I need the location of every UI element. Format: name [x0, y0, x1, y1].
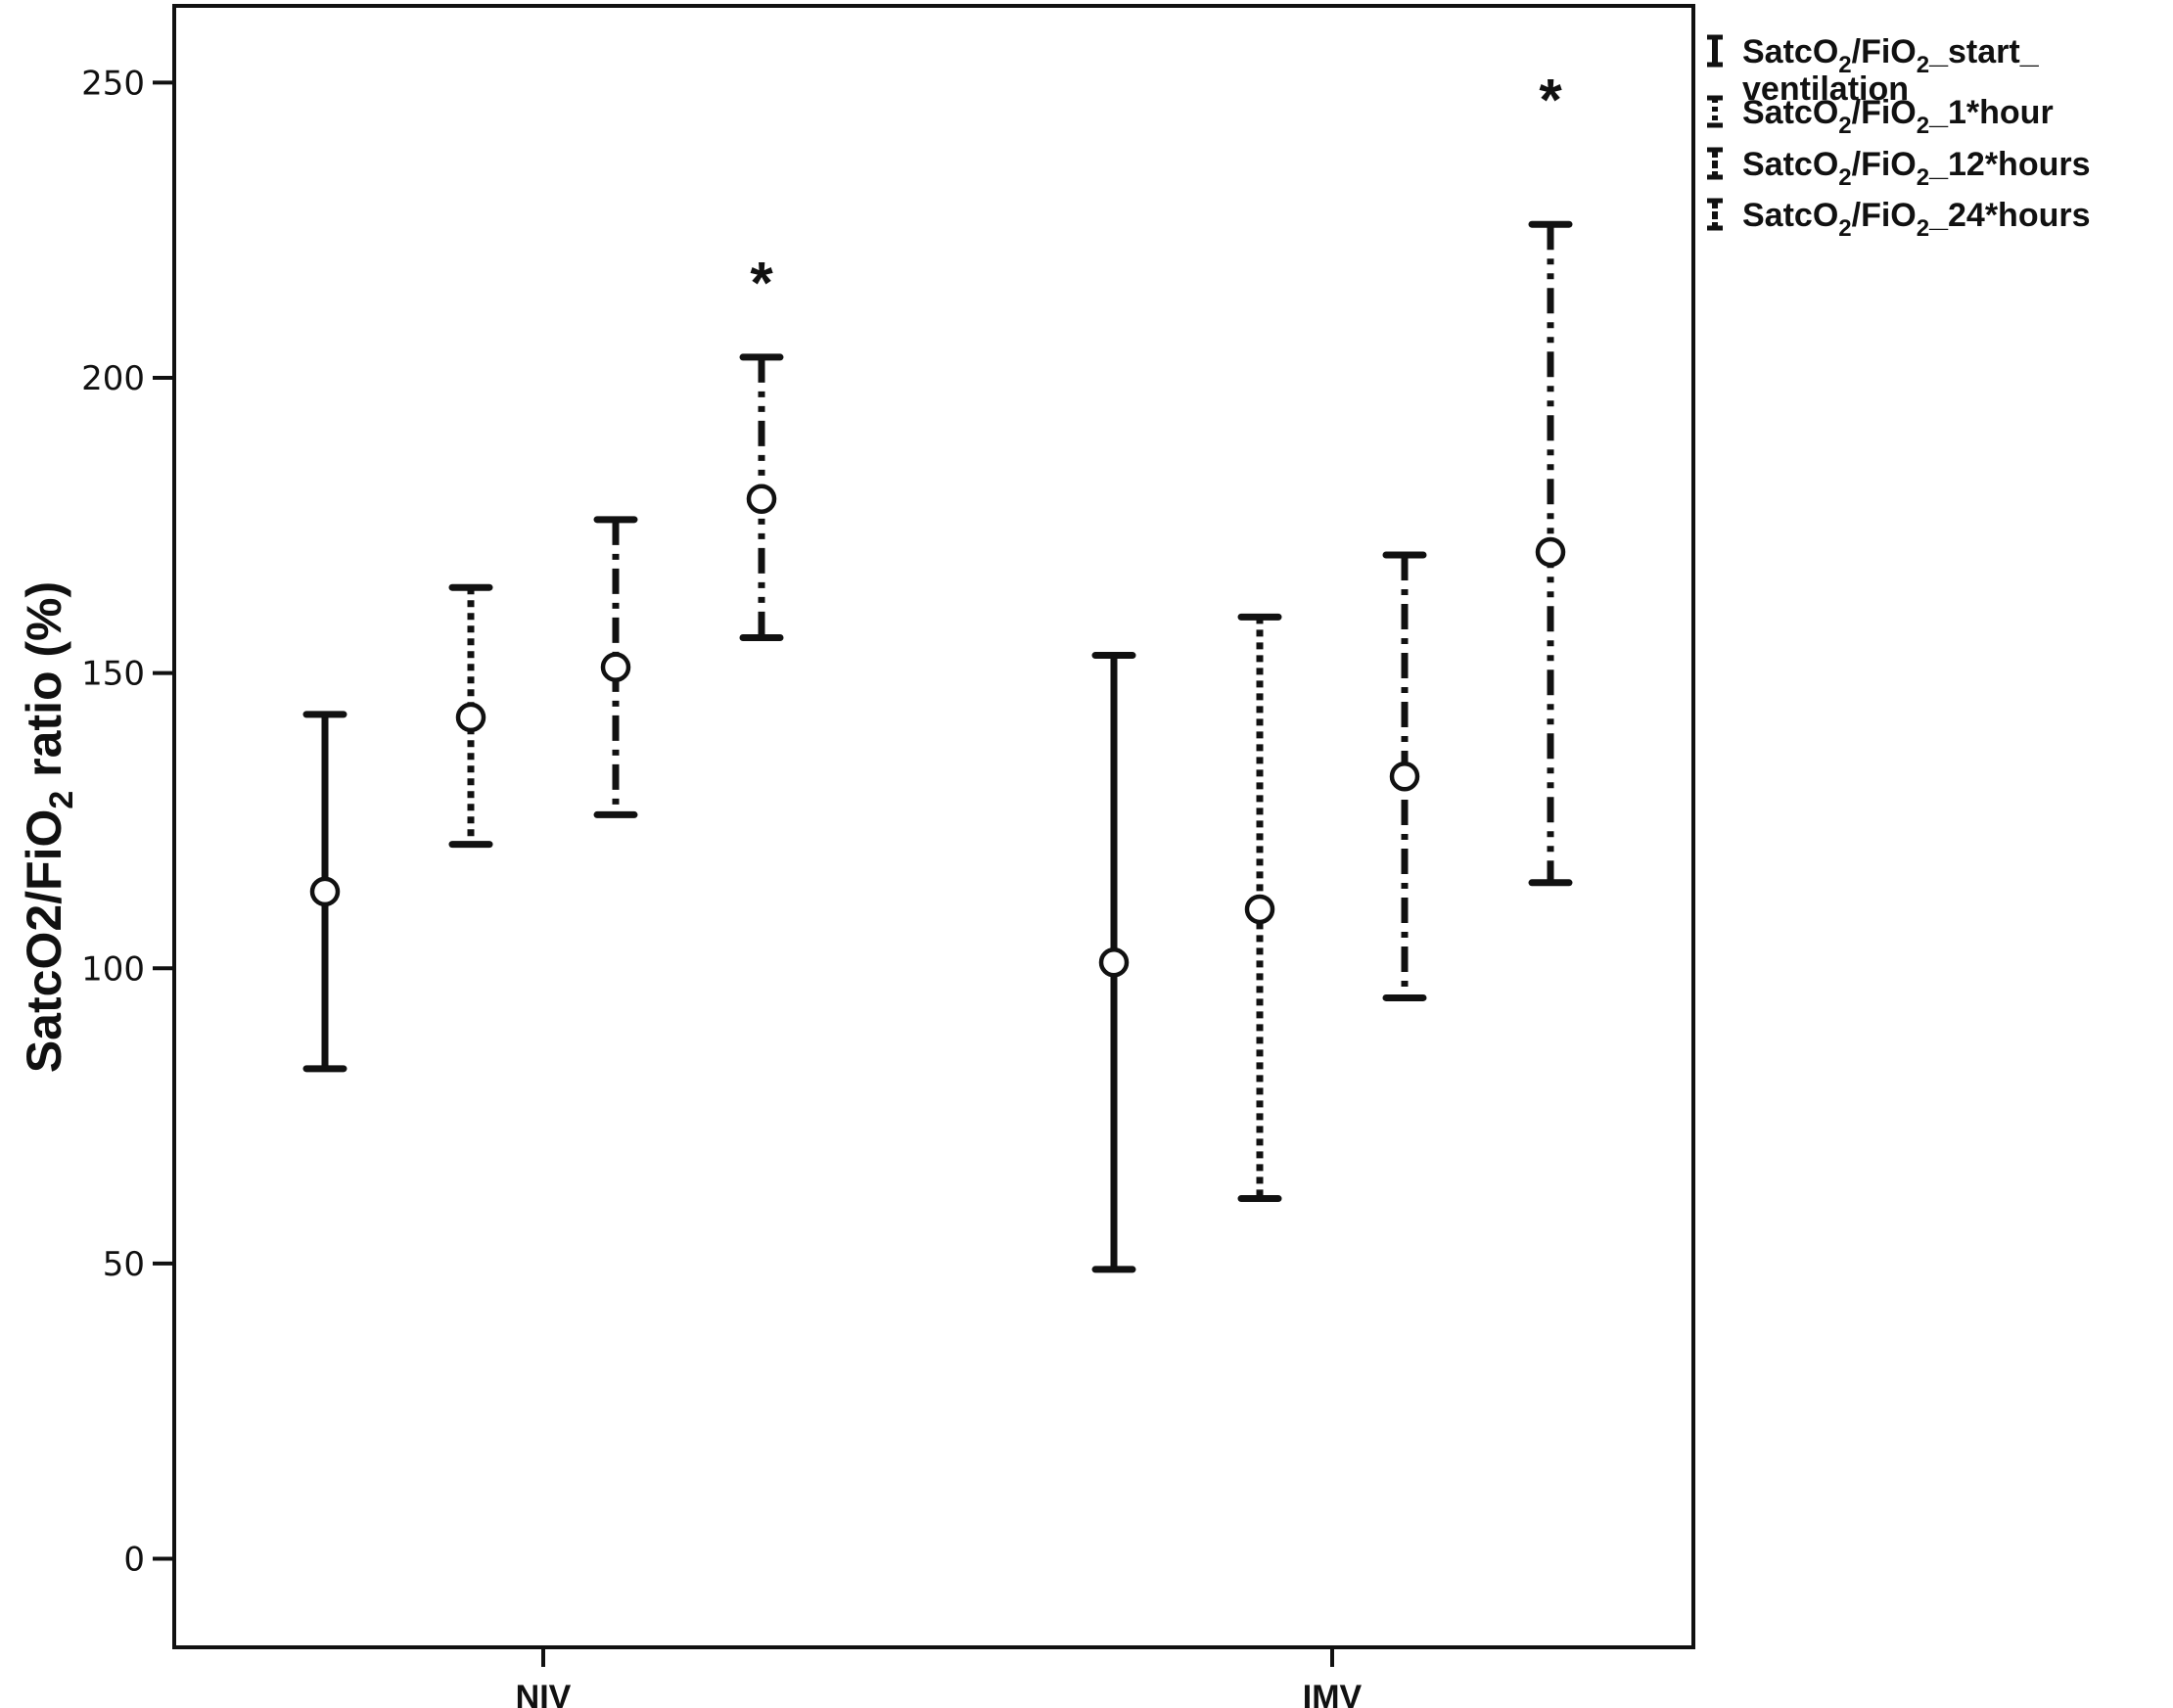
- mean-marker: [1098, 946, 1130, 978]
- x-axis: NIV IMV: [516, 1647, 1363, 1708]
- y-tick-label: 0: [123, 1541, 145, 1580]
- series-4: [739, 220, 1573, 887]
- legend-label: SatcO2/FiO2_12*hours: [1742, 146, 2091, 191]
- series-layer: [302, 220, 1573, 1273]
- legend-label: SatcO2/FiO2_24*hours: [1742, 197, 2091, 242]
- x-category-label: NIV: [516, 1679, 572, 1708]
- mean-marker: [1535, 536, 1566, 568]
- legend-label-line2: ventilation: [1742, 70, 1909, 108]
- legend-item-1: SatcO2/FiO2_start_ventilation: [1707, 33, 2040, 108]
- y-tick-label: 100: [81, 949, 145, 989]
- legend-item-2: SatcO2/FiO2_1*hour: [1707, 94, 2054, 139]
- y-axis-title: SatcO2/FiO2 ratio (%): [17, 581, 80, 1073]
- series-1: [302, 652, 1136, 1273]
- y-tick-label: 200: [81, 359, 145, 398]
- plot-area-frame: [172, 4, 1695, 1649]
- mean-marker: [455, 702, 486, 733]
- legend: SatcO2/FiO2_start_ventilationSatcO2/FiO2…: [1707, 33, 2091, 242]
- series-2: [448, 583, 1282, 1203]
- legend-item-4: SatcO2/FiO2_24*hours: [1707, 197, 2091, 242]
- annotation-layer: **: [750, 67, 1562, 315]
- y-axis: 0 50 100 150 200 250: [81, 64, 174, 1580]
- series-3: [593, 516, 1427, 1001]
- legend-item-3: SatcO2/FiO2_12*hours: [1707, 146, 2091, 191]
- y-tick-label: 50: [103, 1245, 145, 1284]
- y-tick-label: 250: [81, 64, 145, 103]
- significance-asterisk: *: [1539, 67, 1562, 132]
- y-tick-label: 150: [81, 655, 145, 694]
- mean-marker: [1389, 761, 1420, 792]
- mean-marker: [309, 876, 341, 907]
- mean-marker: [746, 484, 777, 514]
- significance-asterisk: *: [750, 250, 773, 315]
- x-category-label: IMV: [1303, 1679, 1363, 1708]
- legend-label: SatcO2/FiO2_start_: [1742, 33, 2040, 78]
- mean-marker: [600, 652, 631, 682]
- mean-marker: [1244, 894, 1275, 925]
- legend-label: SatcO2/FiO2_1*hour: [1742, 94, 2054, 139]
